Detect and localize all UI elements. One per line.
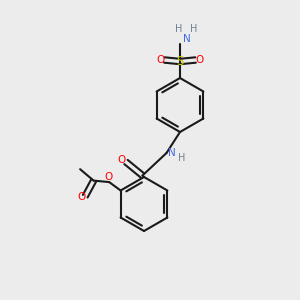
Text: S: S — [176, 55, 184, 68]
Text: O: O — [77, 192, 85, 203]
Text: O: O — [157, 55, 165, 65]
Text: N: N — [168, 148, 176, 158]
Text: H: H — [190, 24, 197, 34]
Text: H: H — [178, 153, 185, 164]
Text: O: O — [104, 172, 113, 182]
Text: O: O — [118, 155, 126, 165]
Text: N: N — [183, 34, 190, 44]
Text: O: O — [195, 55, 203, 65]
Text: H: H — [175, 24, 182, 34]
